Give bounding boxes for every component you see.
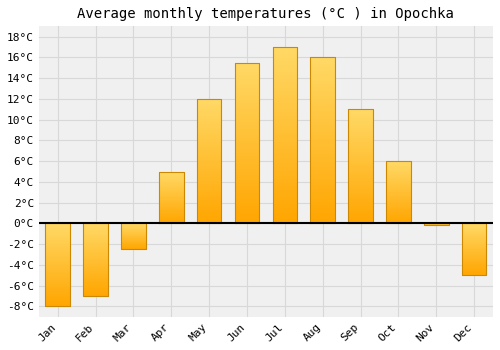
Title: Average monthly temperatures (°C ) in Opochka: Average monthly temperatures (°C ) in Op… bbox=[78, 7, 454, 21]
